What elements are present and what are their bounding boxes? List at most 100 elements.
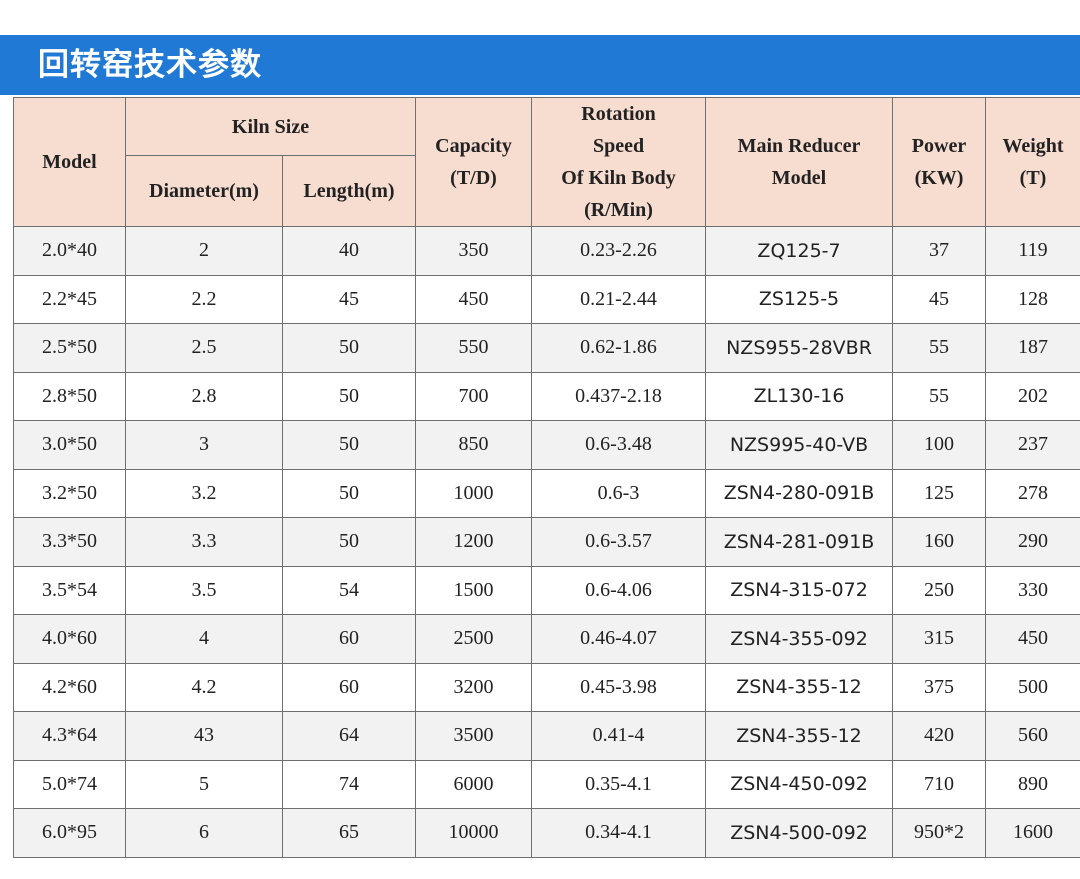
- cell-capacity: 3200: [415, 662, 533, 712]
- cell-main-reducer: ZSN4-280-091B: [705, 468, 894, 518]
- cell-diameter: 2.5: [125, 323, 283, 373]
- cell-diameter: 43: [125, 711, 283, 761]
- cell-rotation-speed: 0.437-2.18: [531, 371, 707, 421]
- header-capacity: Capacity (T/D): [415, 97, 533, 227]
- header-weight: Weight (T): [985, 97, 1080, 227]
- cell-power: 950*2: [892, 808, 987, 858]
- cell-length: 50: [281, 420, 417, 470]
- table-row: 4.0*60 4 60 2500 0.46-4.07 ZSN4-355-092 315 450: [13, 614, 1080, 664]
- table-row: 5.0*74 5 74 6000 0.35-4.1 ZSN4-450-092 710 890: [13, 759, 1080, 809]
- cell-length: 65: [281, 808, 417, 858]
- cell-model: 4.0*60: [13, 614, 126, 664]
- cell-diameter: 4.2: [125, 662, 283, 712]
- cell-rotation-speed: 0.23-2.26: [531, 226, 707, 276]
- cell-capacity: 700: [415, 371, 533, 421]
- table-row: 2.8*50 2.8 50 700 0.437-2.18 ZL130-16 55 202: [13, 371, 1080, 421]
- cell-weight: 187: [985, 323, 1080, 373]
- header-rotation-speed: Rotation Speed Of Kiln Body (R/Min): [531, 97, 707, 227]
- cell-power: 100: [892, 420, 987, 470]
- cell-diameter: 4: [125, 614, 283, 664]
- cell-power: 37: [892, 226, 987, 276]
- table-row: 3.5*54 3.5 54 1500 0.6-4.06 ZSN4-315-072 250 33…: [13, 565, 1080, 615]
- cell-main-reducer: NZS955-28VBR: [705, 323, 894, 373]
- cell-model: 3.3*50: [13, 517, 126, 567]
- cell-length: 50: [281, 468, 417, 518]
- cell-rotation-speed: 0.6-3.57: [531, 517, 707, 567]
- cell-main-reducer: ZSN4-450-092: [705, 759, 894, 809]
- cell-weight: 202: [985, 371, 1080, 421]
- cell-length: 40: [281, 226, 417, 276]
- table-row: 4.2*60 4.2 60 3200 0.45-3.98 ZSN4-355-12 375 50…: [13, 662, 1080, 712]
- cell-capacity: 1000: [415, 468, 533, 518]
- cell-rotation-speed: 0.35-4.1: [531, 759, 707, 809]
- cell-length: 60: [281, 662, 417, 712]
- cell-rotation-speed: 0.62-1.86: [531, 323, 707, 373]
- cell-rotation-speed: 0.34-4.1: [531, 808, 707, 858]
- cell-weight: 278: [985, 468, 1080, 518]
- cell-main-reducer: ZSN4-355-092: [705, 614, 894, 664]
- title-banner: 回转窑技术参数: [0, 35, 1080, 95]
- cell-capacity: 10000: [415, 808, 533, 858]
- table-row: 3.3*50 3.3 50 1200 0.6-3.57 ZSN4-281-091B 160 2…: [13, 517, 1080, 567]
- cell-main-reducer: ZL130-16: [705, 371, 894, 421]
- table-row: 2.0*40 2 40 350 0.23-2.26 ZQ125-7 37 119: [13, 226, 1080, 276]
- cell-diameter: 6: [125, 808, 283, 858]
- cell-capacity: 2500: [415, 614, 533, 664]
- table-row: 2.5*50 2.5 50 550 0.62-1.86 NZS955-28VBR 55 187: [13, 323, 1080, 373]
- cell-capacity: 350: [415, 226, 533, 276]
- cell-model: 2.8*50: [13, 371, 126, 421]
- cell-model: 3.2*50: [13, 468, 126, 518]
- cell-diameter: 3.3: [125, 517, 283, 567]
- cell-model: 2.0*40: [13, 226, 126, 276]
- cell-capacity: 1500: [415, 565, 533, 615]
- cell-rotation-speed: 0.21-2.44: [531, 274, 707, 324]
- cell-weight: 500: [985, 662, 1080, 712]
- cell-length: 50: [281, 517, 417, 567]
- cell-main-reducer: ZSN4-355-12: [705, 662, 894, 712]
- table-row: 2.2*45 2.2 45 450 0.21-2.44 ZS125-5 45 128: [13, 274, 1080, 324]
- cell-rotation-speed: 0.45-3.98: [531, 662, 707, 712]
- cell-capacity: 1200: [415, 517, 533, 567]
- cell-main-reducer: ZSN4-500-092: [705, 808, 894, 858]
- spec-table: Model Kiln Size Capacity (T/D) Rotation …: [13, 96, 1080, 858]
- page-title: 回转窑技术参数: [38, 47, 262, 83]
- cell-diameter: 2.8: [125, 371, 283, 421]
- cell-rotation-speed: 0.6-3.48: [531, 420, 707, 470]
- header-main-reducer: Main Reducer Model: [705, 97, 894, 227]
- cell-weight: 119: [985, 226, 1080, 276]
- cell-power: 160: [892, 517, 987, 567]
- cell-diameter: 3: [125, 420, 283, 470]
- cell-diameter: 2: [125, 226, 283, 276]
- cell-power: 710: [892, 759, 987, 809]
- cell-length: 50: [281, 323, 417, 373]
- cell-power: 125: [892, 468, 987, 518]
- cell-main-reducer: ZS125-5: [705, 274, 894, 324]
- table-row: 3.2*50 3.2 50 1000 0.6-3 ZSN4-280-091B 125 278: [13, 468, 1080, 518]
- cell-main-reducer: ZQ125-7: [705, 226, 894, 276]
- cell-diameter: 3.5: [125, 565, 283, 615]
- cell-weight: 237: [985, 420, 1080, 470]
- cell-length: 60: [281, 614, 417, 664]
- header-power: Power (KW): [892, 97, 987, 227]
- cell-model: 3.0*50: [13, 420, 126, 470]
- cell-rotation-speed: 0.41-4: [531, 711, 707, 761]
- cell-model: 4.2*60: [13, 662, 126, 712]
- cell-weight: 890: [985, 759, 1080, 809]
- cell-power: 315: [892, 614, 987, 664]
- header-kiln-size: Kiln Size: [124, 96, 417, 157]
- cell-weight: 330: [985, 565, 1080, 615]
- cell-rotation-speed: 0.6-4.06: [531, 565, 707, 615]
- cell-main-reducer: NZS995-40-VB: [705, 420, 894, 470]
- cell-weight: 290: [985, 517, 1080, 567]
- cell-main-reducer: ZSN4-315-072: [705, 565, 894, 615]
- table-row: 4.3*64 43 64 3500 0.41-4 ZSN4-355-12 420 560: [13, 711, 1080, 761]
- cell-length: 74: [281, 759, 417, 809]
- cell-rotation-speed: 0.6-3: [531, 468, 707, 518]
- table-body: 2.0*40 2 40 350 0.23-2.26 ZQ125-7 37 119 2.2*45 2…: [13, 226, 1080, 858]
- cell-model: 4.3*64: [13, 711, 126, 761]
- header-model: Model: [13, 97, 126, 227]
- cell-power: 55: [892, 371, 987, 421]
- cell-length: 64: [281, 711, 417, 761]
- cell-weight: 1600: [985, 808, 1080, 858]
- cell-capacity: 550: [415, 323, 533, 373]
